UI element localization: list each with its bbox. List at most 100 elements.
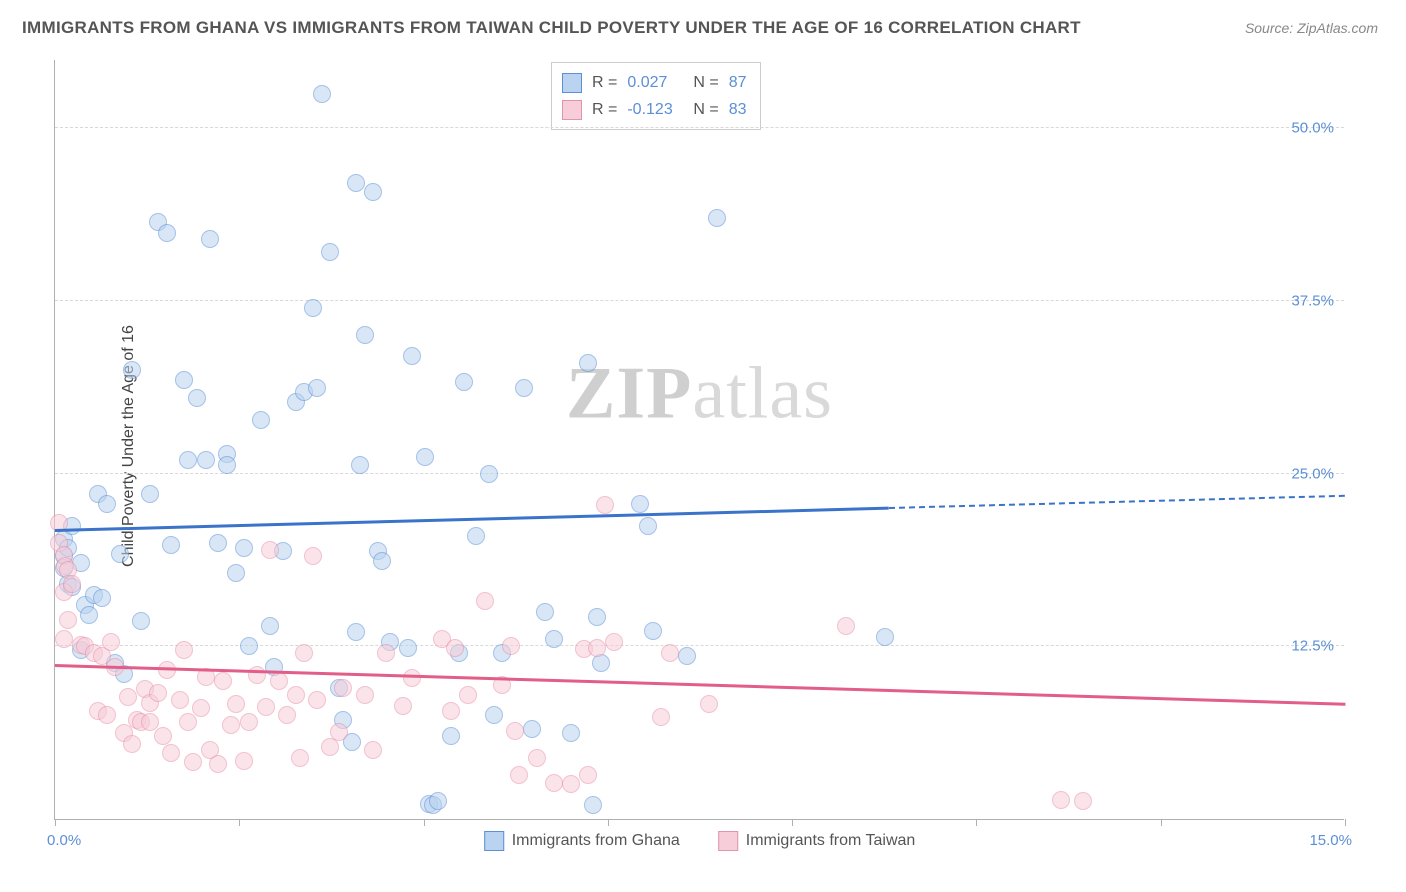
data-point [119, 688, 137, 706]
r-label: R = [592, 69, 617, 96]
data-point [291, 749, 309, 767]
data-point [123, 361, 141, 379]
data-point [523, 720, 541, 738]
data-point [235, 752, 253, 770]
data-point [227, 564, 245, 582]
data-point [240, 637, 258, 655]
x-tick [1161, 819, 1162, 826]
series-label: Immigrants from Ghana [512, 832, 680, 850]
data-point [678, 647, 696, 665]
data-point [59, 611, 77, 629]
data-point [179, 451, 197, 469]
trend-line [889, 495, 1345, 509]
stats-legend-row: R = 0.027 N = 87 [562, 69, 746, 96]
r-label: R = [592, 96, 617, 123]
data-point [399, 639, 417, 657]
y-tick-label: 25.0% [1291, 465, 1334, 482]
data-point [528, 749, 546, 767]
data-point [347, 174, 365, 192]
data-point [270, 672, 288, 690]
series-legend: Immigrants from Ghana Immigrants from Ta… [484, 831, 916, 851]
x-tick [55, 819, 56, 826]
data-point [158, 224, 176, 242]
swatch-icon [562, 100, 582, 120]
series-legend-item: Immigrants from Ghana [484, 831, 680, 851]
data-point [545, 630, 563, 648]
data-point [510, 766, 528, 784]
data-point [175, 371, 193, 389]
x-tick [608, 819, 609, 826]
data-point [257, 698, 275, 716]
data-point [876, 628, 894, 646]
data-point [644, 622, 662, 640]
data-point [214, 672, 232, 690]
data-point [356, 326, 374, 344]
data-point [102, 633, 120, 651]
data-point [562, 724, 580, 742]
swatch-icon [562, 73, 582, 93]
data-point [485, 706, 503, 724]
data-point [209, 755, 227, 773]
data-point [356, 686, 374, 704]
data-point [175, 641, 193, 659]
data-point [171, 691, 189, 709]
x-tick [792, 819, 793, 826]
data-point [1052, 791, 1070, 809]
y-tick-label: 50.0% [1291, 120, 1334, 137]
data-point [467, 527, 485, 545]
data-point [416, 448, 434, 466]
data-point [700, 695, 718, 713]
plot-area: ZIPatlas R = 0.027 N = 87 R = -0.123 N =… [54, 60, 1344, 820]
data-point [261, 541, 279, 559]
data-point [403, 347, 421, 365]
data-point [304, 299, 322, 317]
watermark-part2: atlas [692, 352, 833, 434]
data-point [536, 603, 554, 621]
gridline [55, 127, 1344, 128]
data-point [209, 534, 227, 552]
n-value: 83 [729, 96, 747, 123]
data-point [661, 644, 679, 662]
data-point [308, 379, 326, 397]
data-point [192, 699, 210, 717]
data-point [179, 713, 197, 731]
data-point [502, 637, 520, 655]
x-tick [1345, 819, 1346, 826]
data-point [162, 536, 180, 554]
swatch-icon [718, 831, 738, 851]
data-point [588, 608, 606, 626]
data-point [313, 85, 331, 103]
data-point [588, 639, 606, 657]
watermark: ZIPatlas [566, 351, 833, 436]
data-point [197, 451, 215, 469]
data-point [639, 517, 657, 535]
data-point [227, 695, 245, 713]
data-point [287, 686, 305, 704]
y-tick-label: 37.5% [1291, 292, 1334, 309]
data-point [515, 379, 533, 397]
data-point [252, 411, 270, 429]
chart-title: IMMIGRANTS FROM GHANA VS IMMIGRANTS FROM… [22, 18, 1081, 38]
n-value: 87 [729, 69, 747, 96]
series-label: Immigrants from Taiwan [746, 832, 916, 850]
data-point [111, 545, 129, 563]
data-point [364, 741, 382, 759]
data-point [240, 713, 258, 731]
data-point [132, 612, 150, 630]
data-point [55, 630, 73, 648]
data-point [403, 669, 421, 687]
y-tick-label: 12.5% [1291, 638, 1334, 655]
data-point [377, 644, 395, 662]
data-point [201, 230, 219, 248]
data-point [235, 539, 253, 557]
data-point [304, 547, 322, 565]
data-point [162, 744, 180, 762]
gridline [55, 473, 1344, 474]
data-point [334, 679, 352, 697]
data-point [442, 702, 460, 720]
gridline [55, 300, 1344, 301]
data-point [80, 606, 98, 624]
data-point [222, 716, 240, 734]
data-point [631, 495, 649, 513]
data-point [184, 753, 202, 771]
